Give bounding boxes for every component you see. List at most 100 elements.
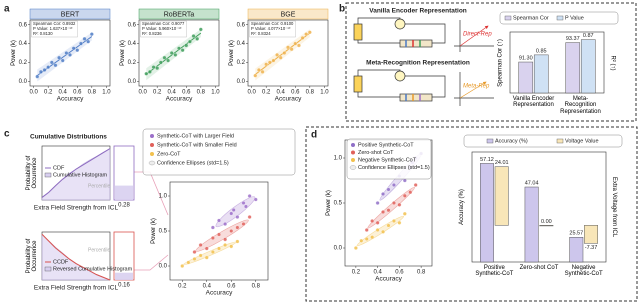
point xyxy=(413,183,418,187)
x-tick-label: 0.8 xyxy=(197,90,206,96)
axis-title: R² (↑) xyxy=(609,55,616,70)
point xyxy=(204,255,209,260)
x-axis-title: Accuracy xyxy=(206,290,233,297)
point xyxy=(198,27,203,32)
point xyxy=(229,229,234,233)
legend-label: P Value xyxy=(565,15,584,21)
plot-frame xyxy=(471,151,607,263)
legend-marker xyxy=(150,152,154,156)
point xyxy=(397,202,402,207)
x-tick-label: Vanilla Encoder Representation xyxy=(512,96,555,109)
x-tick-label: Negative Synthetic-CoT xyxy=(564,265,603,278)
point xyxy=(158,60,163,65)
x-tick-label: 0.0 xyxy=(138,90,147,96)
annotation: P Value: 4.077×10⁻¹⁰ xyxy=(251,26,291,31)
point xyxy=(386,208,391,213)
point xyxy=(300,35,305,40)
legend-marker xyxy=(351,158,355,162)
point xyxy=(198,243,203,247)
point xyxy=(173,52,178,57)
bar xyxy=(539,225,554,227)
point xyxy=(187,39,192,44)
legend-marker xyxy=(150,143,154,147)
value-label: 25.57 xyxy=(569,231,583,237)
axis-title: Accuracy (%) xyxy=(458,189,465,225)
point xyxy=(35,74,40,79)
point xyxy=(286,45,290,50)
point xyxy=(180,264,185,268)
point xyxy=(155,66,160,71)
value-label: 24.01 xyxy=(495,160,509,166)
point xyxy=(49,60,54,65)
circuit-bottom xyxy=(353,69,494,106)
point xyxy=(359,238,364,243)
point xyxy=(42,68,47,72)
point xyxy=(247,215,252,219)
x-tick-label: 0.6 xyxy=(227,284,236,290)
legend-label: Reversed Cumulative Histogram xyxy=(53,266,133,272)
legend-label: Confidence Ellipses (std=1.5) xyxy=(157,160,229,166)
x-tick-label: 0.8 xyxy=(306,90,315,96)
bar xyxy=(494,166,509,226)
bar xyxy=(480,163,494,263)
point xyxy=(217,232,221,237)
annotation: P Value: 1.637×10⁻¹⁰ xyxy=(33,26,73,31)
annotation: Spearman Cor: 0.9100 xyxy=(251,21,294,26)
point xyxy=(391,183,396,187)
point xyxy=(64,51,69,55)
axis-title: Spearman Cor (↑) xyxy=(496,38,503,87)
point xyxy=(386,187,391,192)
x-axis-title: Accuracy xyxy=(57,96,84,103)
x-tick-label: 0.2 xyxy=(262,90,271,96)
bar xyxy=(580,39,596,94)
y-tick-label: 0.2 xyxy=(128,60,137,66)
x-tick-label: 1.0 xyxy=(320,90,329,96)
plot-frame xyxy=(138,19,220,87)
point xyxy=(375,201,380,205)
chart-title: RoBERTa xyxy=(164,11,195,18)
cdf-line xyxy=(41,148,111,198)
point xyxy=(271,58,276,63)
axis-title: Probability of Occurrence xyxy=(25,155,38,191)
plot-frame xyxy=(29,19,111,87)
x-tick-label: 0.8 xyxy=(252,284,261,290)
legend-label: Zero-CoT xyxy=(157,151,181,157)
legend-marker xyxy=(44,266,52,272)
point xyxy=(210,225,215,230)
legend-label: Synthetic-CoT with Larger Field xyxy=(157,133,234,139)
point xyxy=(217,246,221,251)
point xyxy=(241,201,246,205)
point xyxy=(253,73,258,78)
point xyxy=(267,60,272,65)
arrow-label: Meta-Rep xyxy=(463,84,490,90)
y-tick-label: 0.0 xyxy=(334,246,343,252)
legend-marker xyxy=(351,150,355,155)
axis-title: Power (k) xyxy=(150,218,157,244)
point xyxy=(162,55,167,60)
panel-frame xyxy=(305,126,638,302)
bar xyxy=(524,186,539,263)
value-label: 0.87 xyxy=(583,33,594,39)
y-tick-label: 0.6 xyxy=(128,22,137,28)
point xyxy=(78,41,83,46)
annotation: Spearman Cor: 0.9077 xyxy=(142,21,185,26)
point xyxy=(296,43,301,48)
point xyxy=(180,48,185,53)
title-bar xyxy=(29,8,111,20)
x-axis-title: Accuracy xyxy=(166,96,193,103)
point xyxy=(381,229,386,234)
x-tick-label: 0.4 xyxy=(277,90,286,96)
point xyxy=(364,237,369,241)
y-tick-label: 0.2 xyxy=(19,60,28,66)
legend-box xyxy=(142,128,296,176)
legend-label: Zero-shot CoT xyxy=(358,150,394,156)
y-tick-label: 0.5 xyxy=(334,201,343,207)
y-tick-label: 0.6 xyxy=(19,22,28,28)
axis-title: Power (k) xyxy=(119,40,126,66)
x-tick-label: 0.2 xyxy=(352,270,361,276)
point xyxy=(169,51,174,55)
point xyxy=(53,63,58,68)
legend-marker xyxy=(349,165,357,170)
x-tick-label: 0.4 xyxy=(59,90,68,96)
value-label: 0.85 xyxy=(536,48,547,54)
